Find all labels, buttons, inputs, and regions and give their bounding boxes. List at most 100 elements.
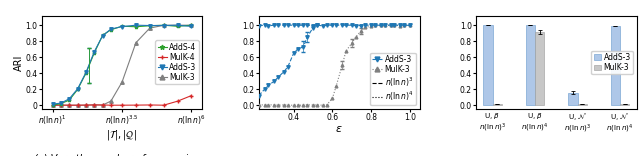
AddS-3 <box>406 24 414 26</box>
MulK-4 <box>82 104 90 106</box>
MulK-4 <box>107 104 115 106</box>
MulK-4 <box>65 104 73 106</box>
MulK-3 <box>107 100 115 102</box>
Line: AddS-3: AddS-3 <box>257 23 412 28</box>
AddS-3 <box>381 24 388 26</box>
Legend: AddS-3, MulK-3: AddS-3, MulK-3 <box>591 51 633 74</box>
AddS-3 <box>280 24 288 26</box>
AddS-3 <box>390 24 398 26</box>
Line: AddS-4: AddS-4 <box>51 23 193 107</box>
AddS-4 <box>146 25 154 27</box>
MulK-4 <box>57 104 65 106</box>
AddS-3 <box>377 24 385 26</box>
AddS-3 <box>99 35 106 37</box>
AddS-3 <box>65 98 73 100</box>
MulK-3 <box>173 24 181 26</box>
AddS-3 <box>300 24 307 26</box>
AddS-3 <box>339 24 346 26</box>
AddS-3 <box>342 24 350 26</box>
MulK-3 <box>49 104 56 106</box>
Y-axis label: ARI: ARI <box>14 54 24 71</box>
AddS-4 <box>160 24 168 26</box>
MulK-3 <box>284 104 292 106</box>
MulK-3 <box>358 30 365 32</box>
MulK-3 <box>309 104 317 106</box>
MulK-3 <box>65 104 73 106</box>
Bar <box>578 104 587 105</box>
MulK-3 <box>371 24 379 26</box>
MulK-3 <box>294 104 301 106</box>
MulK-3 <box>342 50 350 52</box>
MulK-3 <box>255 104 262 106</box>
AddS-3 <box>49 103 56 105</box>
MulK-3 <box>400 24 408 26</box>
MulK-3 <box>367 25 375 27</box>
AddS-3 <box>160 24 168 26</box>
MulK-4 <box>118 104 126 106</box>
MulK-4 <box>90 104 98 106</box>
AddS-3 <box>57 102 65 104</box>
AddS-4 <box>99 34 106 36</box>
Text: (b) Vary the external noise level, $\epsilon$: (b) Vary the external noise level, $\eps… <box>254 154 424 156</box>
AddS-3 <box>188 25 195 27</box>
AddS-4 <box>90 52 98 54</box>
AddS-3 <box>255 25 262 27</box>
Bar <box>611 26 620 105</box>
MulK-3 <box>99 104 106 106</box>
MulK-4 <box>49 104 56 106</box>
AddS-3 <box>275 24 282 26</box>
AddS-3 <box>118 26 126 27</box>
Line: MulK-3: MulK-3 <box>51 23 193 107</box>
AddS-3 <box>348 24 356 26</box>
AddS-3 <box>396 24 404 26</box>
MulK-3 <box>381 24 388 26</box>
Text: (c) Vary the distributions $F_{in}$, $F_{out}$: (c) Vary the distributions $F_{in}$, $F_… <box>476 154 637 156</box>
MulK-3 <box>362 27 369 28</box>
MulK-3 <box>300 104 307 106</box>
MulK-3 <box>146 27 154 29</box>
MulK-3 <box>303 104 311 106</box>
AddS-3 <box>309 25 317 27</box>
MulK-3 <box>118 81 126 83</box>
AddS-3 <box>352 25 360 27</box>
AddS-3 <box>173 24 181 26</box>
MulK-3 <box>275 104 282 106</box>
Bar <box>483 25 493 105</box>
Legend: AddS-4, MulK-4, AddS-3, MulK-3: AddS-4, MulK-4, AddS-3, MulK-3 <box>156 40 198 84</box>
MulK-3 <box>352 36 360 38</box>
Legend: AddS-3, MulK-3, $n(\ln n)^3$, $n(\ln n)^4$: AddS-3, MulK-3, $n(\ln n)^3$, $n(\ln n)^… <box>370 53 416 105</box>
AddS-4 <box>49 104 56 106</box>
Bar <box>535 32 545 105</box>
AddS-3 <box>132 24 140 26</box>
AddS-4 <box>107 29 115 31</box>
MulK-3 <box>313 104 321 106</box>
AddS-3 <box>323 24 330 26</box>
MulK-3 <box>264 104 272 106</box>
MulK-3 <box>57 104 65 106</box>
AddS-3 <box>74 88 81 90</box>
MulK-3 <box>160 24 168 26</box>
AddS-3 <box>400 24 408 26</box>
MulK-4 <box>74 104 81 106</box>
MulK-3 <box>82 104 90 106</box>
MulK-3 <box>396 25 404 27</box>
MulK-3 <box>377 24 385 26</box>
Bar <box>525 25 535 105</box>
MulK-3 <box>74 104 81 106</box>
MulK-4 <box>160 104 168 106</box>
AddS-3 <box>294 24 301 26</box>
AddS-3 <box>367 24 375 26</box>
AddS-3 <box>82 71 90 73</box>
MulK-3 <box>188 24 195 26</box>
MulK-3 <box>406 24 414 26</box>
MulK-3 <box>387 24 394 26</box>
AddS-4 <box>173 25 181 27</box>
AddS-3 <box>271 24 278 26</box>
MulK-3 <box>348 42 356 44</box>
AddS-3 <box>328 24 336 26</box>
AddS-3 <box>264 25 272 27</box>
Line: MulK-3: MulK-3 <box>257 24 412 107</box>
AddS-3 <box>146 25 154 27</box>
MulK-3 <box>290 104 298 106</box>
MulK-3 <box>319 104 326 106</box>
